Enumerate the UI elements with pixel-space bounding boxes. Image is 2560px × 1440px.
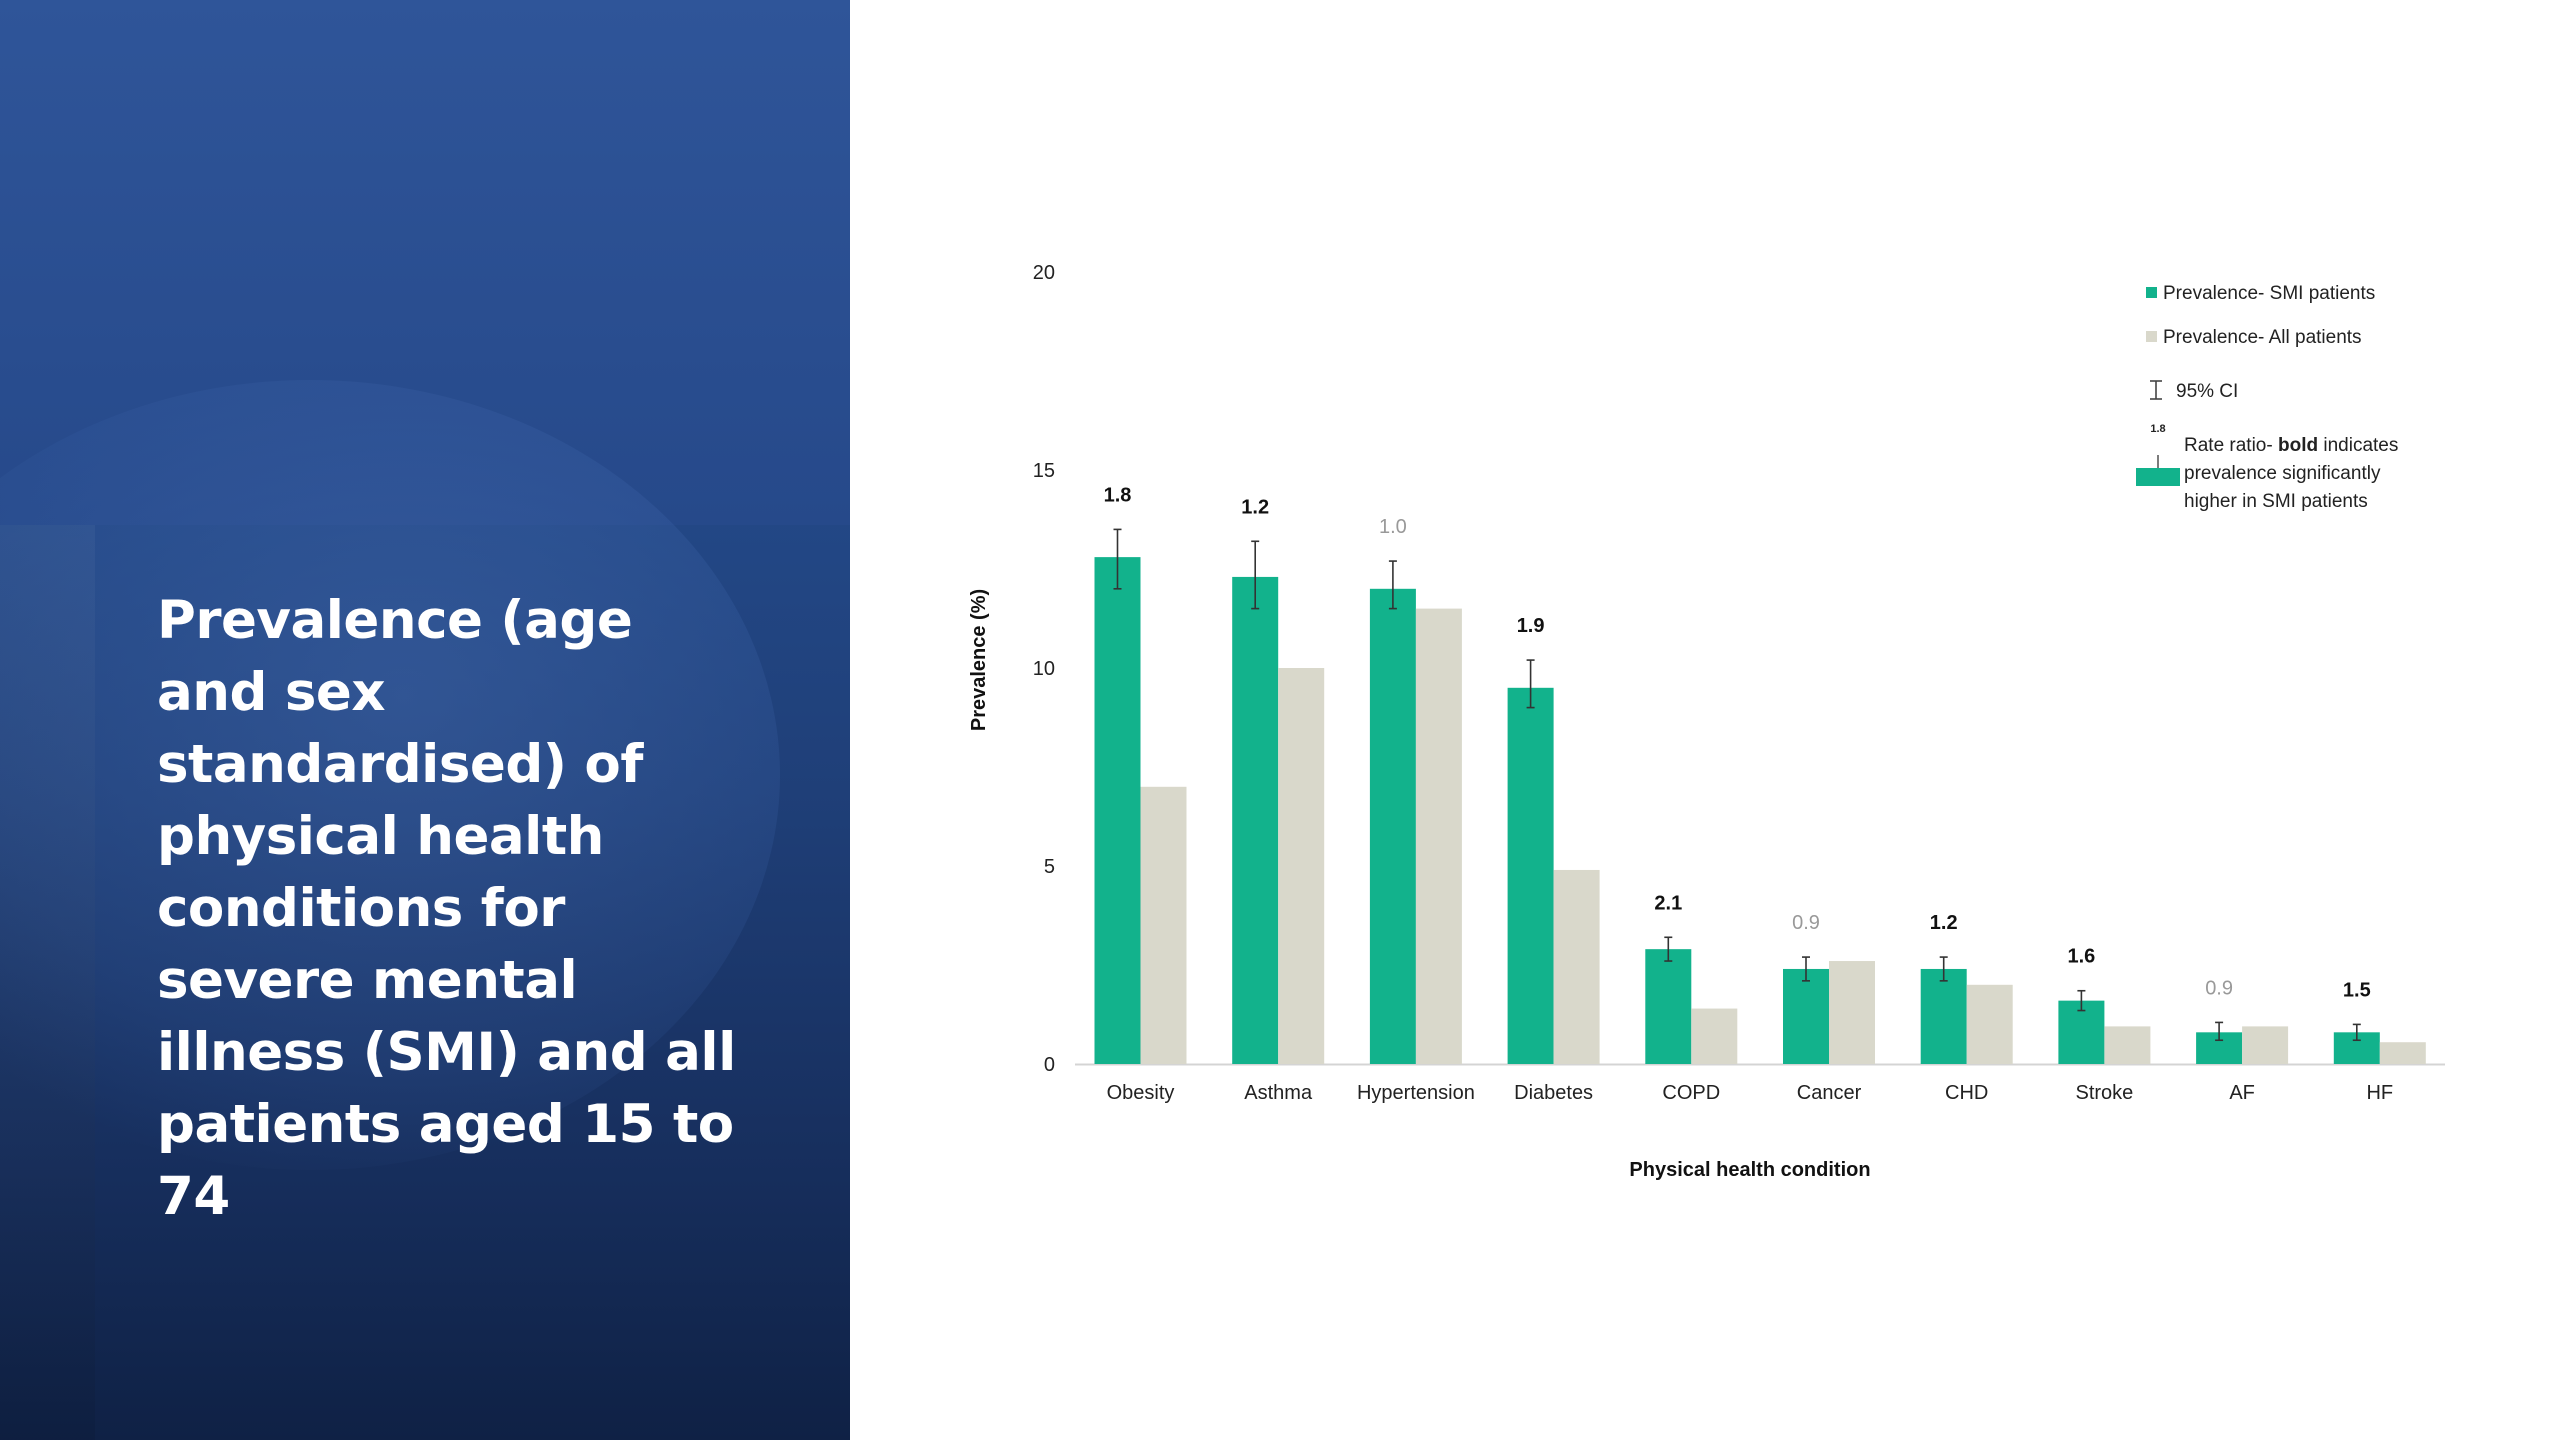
x-tick-label: Stroke <box>2075 1082 2133 1104</box>
rate-ratio-label: 1.9 <box>1517 615 1545 637</box>
bar-all-obesity <box>1140 786 1187 1064</box>
legend: Prevalence- SMI patients Prevalence- All… <box>2136 283 2398 512</box>
rate-ratio-bar-icon <box>2136 455 2180 486</box>
panel-top-band <box>0 0 850 525</box>
rate-ratio-label: 1.8 <box>1104 484 1132 506</box>
x-axis-title: Physical health condition <box>1629 1159 1870 1181</box>
rate-ratio-label: 1.6 <box>2067 946 2095 968</box>
bar-all-diabetes <box>1553 869 1600 1064</box>
legend-ci-label: 95% CI <box>2176 381 2238 402</box>
rate-ratio-label: 0.9 <box>1792 912 1820 934</box>
bar-smi-cancer <box>1783 968 1829 1064</box>
bars: 1.8 1.2 1.0 1.9 2.1 0.9 1.2 1.6 0.9 1.5 <box>1094 484 2426 1064</box>
x-tick-label: COPD <box>1662 1082 1720 1104</box>
error-bar-cancer <box>1802 956 1810 982</box>
bar-smi-obesity <box>1094 557 1141 1064</box>
legend-all-label: Prevalence- All patients <box>2163 327 2362 348</box>
rate-ratio-label: 1.2 <box>1241 496 1269 518</box>
x-tick-label: HF <box>2366 1082 2393 1104</box>
error-bar-hypertension <box>1388 560 1397 610</box>
error-bar-copd <box>1664 936 1673 962</box>
slide-title: Prevalence (age and sex standardised) of… <box>157 590 736 1227</box>
y-tick-label: 0 <box>1044 1054 1055 1076</box>
x-tick-label: Cancer <box>1797 1082 1862 1104</box>
bar-all-copd <box>1691 1008 1738 1064</box>
title-panel: Prevalence (age and sex standardised) of… <box>0 0 850 1440</box>
x-tick-label: Diabetes <box>1514 1082 1593 1104</box>
error-bar-diabetes <box>1526 659 1535 709</box>
y-axis-title: Prevalence (%) <box>968 589 990 731</box>
bar-all-af <box>2242 1026 2289 1064</box>
bar-all-chd <box>1966 984 2013 1064</box>
legend-rr-line3: higher in SMI patients <box>2184 491 2368 512</box>
bar-smi-diabetes <box>1507 687 1554 1064</box>
panel-decor-strip <box>0 525 95 1440</box>
rate-ratio-label: 0.9 <box>2205 977 2233 999</box>
x-tick-label: Obesity <box>1107 1082 1175 1104</box>
x-tick-label: Hypertension <box>1357 1082 1475 1104</box>
x-tick-label: Asthma <box>1244 1082 1313 1104</box>
rate-ratio-label: 2.1 <box>1654 892 1682 914</box>
legend-rr-line1: Rate ratio- bold indicates <box>2184 435 2398 456</box>
y-tick-label: 10 <box>1033 658 1055 680</box>
y-axis-ticks: 0 5 10 15 20 <box>1033 262 1055 1076</box>
bar-smi-chd <box>1920 968 1967 1064</box>
bar-smi-copd <box>1645 949 1692 1064</box>
bar-all-stroke <box>2104 1026 2151 1064</box>
ci-icon <box>2150 380 2162 400</box>
error-bar-asthma <box>1251 540 1260 610</box>
legend-smi-label: Prevalence- SMI patients <box>2163 283 2375 304</box>
x-tick-label: CHD <box>1945 1082 1988 1104</box>
bar-smi-hypertension <box>1369 588 1416 1064</box>
y-tick-label: 20 <box>1033 262 1055 284</box>
error-bar-stroke <box>2077 989 2086 1012</box>
error-bar-chd <box>1939 956 1948 982</box>
legend-rr-sample: 1.8 <box>2150 423 2165 435</box>
error-bar-obesity <box>1113 528 1122 590</box>
bar-all-asthma <box>1278 668 1325 1064</box>
legend-smi-swatch <box>2146 287 2157 298</box>
rate-ratio-label: 1.0 <box>1379 516 1407 538</box>
bar-all-hf <box>2379 1042 2426 1064</box>
rate-ratio-label: 1.5 <box>2343 979 2371 1001</box>
legend-all-swatch <box>2146 331 2157 342</box>
x-axis-ticks: Obesity Asthma Hypertension Diabetes COPD Can… <box>1107 1082 2394 1104</box>
error-bar-hf <box>2352 1023 2361 1042</box>
error-bar-af <box>2215 1021 2224 1042</box>
panel-decor-circle <box>0 380 780 1170</box>
legend-rr-line2: prevalence significantly <box>2184 463 2381 484</box>
x-tick-label: AF <box>2229 1082 2255 1104</box>
y-tick-label: 15 <box>1033 460 1055 482</box>
bar-all-hypertension <box>1415 608 1462 1064</box>
rate-ratio-label: 1.2 <box>1930 912 1958 934</box>
y-tick-label: 5 <box>1044 856 1055 878</box>
bar-all-cancer <box>1829 961 1875 1064</box>
bar-smi-asthma <box>1232 576 1279 1064</box>
